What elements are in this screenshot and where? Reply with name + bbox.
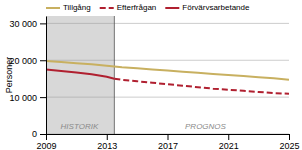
boundary-line — [114, 16, 115, 134]
x-tick-mark — [168, 134, 169, 140]
legend-label: Förvärvsarbetande — [182, 3, 250, 12]
y-tick-mark — [40, 97, 46, 98]
x-tick-label: 2021 — [219, 141, 239, 150]
x-tick-mark — [46, 134, 47, 140]
legend-swatch — [46, 7, 60, 9]
y-tick-mark — [40, 134, 46, 135]
chart: 0 10 000 20 000 30 000 2009 2013 2017 2021 2025 H… — [0, 0, 302, 150]
legend-swatch — [100, 7, 114, 9]
y-tick: 0 — [32, 129, 46, 139]
y-axis-line — [46, 17, 47, 135]
legend-item: Efterfrågan — [100, 3, 157, 12]
y-tick-label: 0 — [32, 129, 37, 139]
y-tick-mark — [40, 23, 46, 24]
marks — [46, 16, 289, 134]
legend-item: Förvärvsarbetande — [165, 3, 250, 12]
annotation: HISTORIK — [61, 122, 99, 131]
x-axis: 2009 2013 2017 2021 2025 — [36, 134, 299, 150]
y-tick: 10 000 — [9, 93, 46, 103]
x-tick: 2021 — [219, 134, 239, 150]
y-tick: 20 000 — [9, 56, 46, 66]
legend-label: Tillgång — [63, 3, 91, 12]
legend-label: Efterfrågan — [117, 3, 157, 12]
y-tick-mark — [40, 60, 46, 61]
legend-item: Tillgång — [46, 3, 91, 12]
x-tick: 2013 — [97, 134, 117, 150]
legend: Tillgång Efterfrågan Förvärvsarbetande — [46, 3, 250, 12]
plot: 0 10 000 20 000 30 000 2009 2013 2017 2021 2025 H… — [9, 16, 299, 150]
y-tick: 30 000 — [9, 19, 46, 29]
x-tick-mark — [228, 134, 229, 140]
legend-swatch — [165, 7, 179, 9]
x-tick-label: 2009 — [36, 141, 56, 150]
grid-line — [46, 97, 289, 98]
grid-line — [46, 134, 289, 135]
y-tick-label: 30 000 — [9, 19, 37, 29]
x-tick-label: 2017 — [158, 141, 178, 150]
x-tick-label: 2013 — [97, 141, 117, 150]
x-tick-mark — [289, 134, 290, 140]
y-axis-title: Personer — [4, 57, 14, 94]
x-tick-label: 2025 — [279, 141, 299, 150]
annotation: PROGNOS — [185, 122, 227, 131]
series-line — [114, 79, 289, 94]
grid-line — [46, 60, 289, 61]
series-line — [46, 69, 114, 78]
x-tick: 2025 — [279, 134, 299, 150]
shaded-region — [46, 16, 114, 134]
x-tick: 2009 — [36, 134, 56, 150]
x-tick-mark — [107, 134, 108, 140]
grid-line — [46, 23, 289, 24]
y-axis: 0 10 000 20 000 30 000 — [9, 17, 46, 140]
series-line — [46, 61, 289, 80]
x-tick: 2017 — [158, 134, 178, 150]
